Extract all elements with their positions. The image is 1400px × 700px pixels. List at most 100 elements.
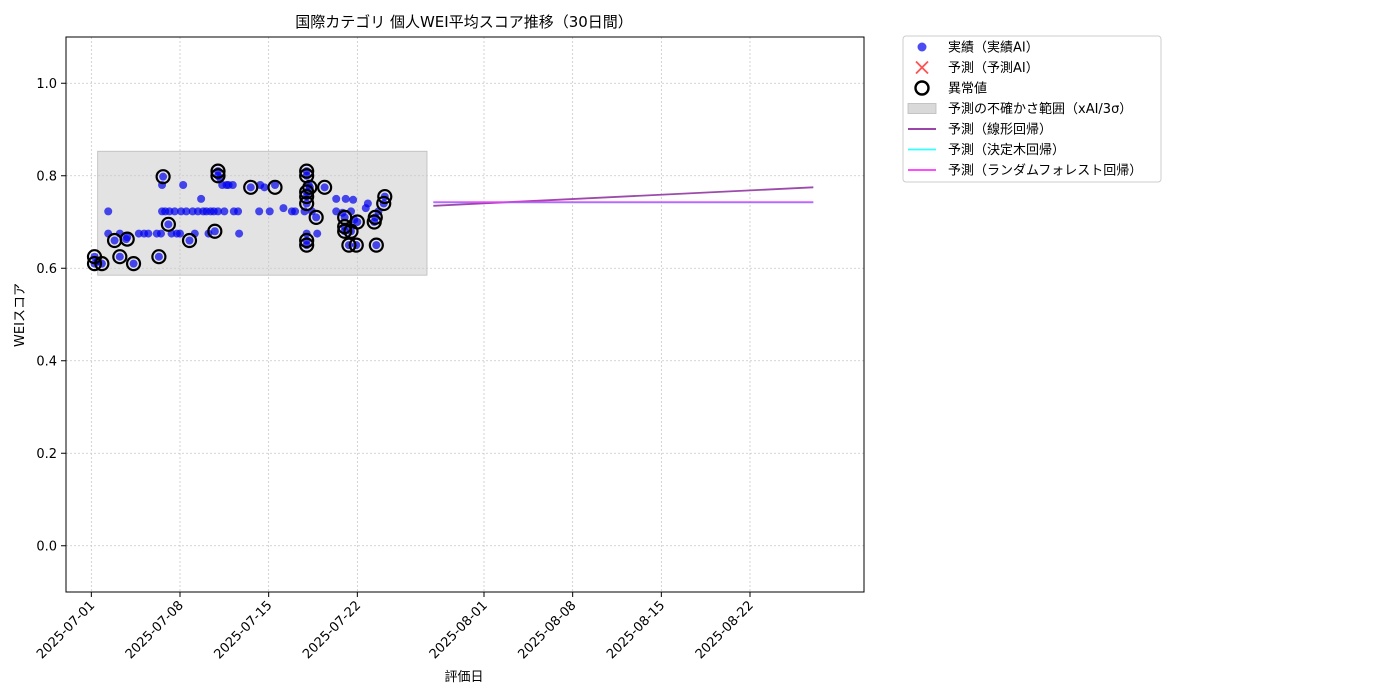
- actual-point: [271, 181, 279, 189]
- anomaly-marker: [210, 168, 226, 184]
- actual-point: [260, 183, 269, 192]
- actual-point: [255, 207, 264, 216]
- anomaly-marker: [207, 223, 223, 239]
- chart-title: 国際カテゴリ 個人WEI平均スコア推移（30日間）: [295, 13, 633, 31]
- legend-label-band: 予測の不確かさ範囲（xAI/3σ）: [948, 101, 1132, 117]
- anomaly-marker: [125, 256, 142, 272]
- actual-point: [197, 194, 206, 203]
- x-tick-label: 2025-07-15: [211, 598, 275, 662]
- actual-point: [228, 181, 237, 189]
- prediction-layer: [433, 186, 814, 207]
- actual-point: [332, 194, 341, 203]
- anomaly-marker: [376, 195, 392, 212]
- y-tick-label: 0.4: [36, 354, 57, 369]
- y-tick-label: 1.0: [36, 77, 57, 92]
- y-tick-label: 0.6: [36, 262, 57, 277]
- actual-point: [313, 229, 322, 238]
- anomaly-marker: [94, 256, 110, 272]
- anomaly-marker: [317, 179, 333, 195]
- actual-point: [234, 207, 243, 216]
- anomaly-marker: [367, 209, 383, 225]
- actual-point: [246, 183, 255, 192]
- x-axis-label: 評価日: [444, 670, 483, 685]
- actual-point: [129, 259, 138, 268]
- legend-frame: [902, 35, 1162, 183]
- legend-label-tree: 予測（決定木回帰）: [948, 142, 1065, 158]
- actual-point: [182, 207, 191, 216]
- y-tick-label: 0.0: [36, 539, 57, 554]
- actual-point: [159, 172, 168, 181]
- actual-point: [115, 252, 124, 261]
- actual-point: [279, 204, 288, 213]
- anomaly-marker: [299, 232, 315, 249]
- anomaly-marker: [112, 249, 128, 265]
- actual-point: [235, 229, 244, 238]
- grid-layer: [66, 37, 864, 592]
- anomaly-marker: [337, 223, 353, 239]
- legend-swatch-actual: [917, 42, 927, 52]
- actual-point: [265, 207, 274, 216]
- anomaly-marker: [368, 237, 384, 253]
- legend-swatch-anomaly: [914, 80, 930, 96]
- x-tick-label: 2025-08-08: [515, 598, 579, 662]
- x-tick-label: 2025-08-15: [604, 598, 668, 662]
- x-tick-label: 2025-08-22: [693, 598, 757, 662]
- y-tick-label: 0.2: [36, 447, 57, 462]
- anomaly-marker: [155, 169, 171, 185]
- plot-frame: [65, 36, 865, 593]
- anomaly-marker: [299, 163, 315, 179]
- x-axis: 2025-07-01 2025-07-08 2025-07-15 2025-07-22…: [34, 592, 757, 662]
- actual-point: [144, 229, 153, 238]
- actual-point: [220, 207, 229, 216]
- anomaly-marker: [349, 214, 365, 230]
- legend-swatch-band: [907, 103, 937, 114]
- anomaly-marker: [299, 188, 315, 205]
- y-axis: 0.0 0.2 0.4 0.6 0.8 1.0: [36, 77, 66, 554]
- actual-point: [214, 207, 222, 216]
- y-tick-label: 0.8: [36, 169, 57, 184]
- actual-point: [312, 213, 321, 222]
- x-tick-label: 2025-07-08: [123, 598, 187, 662]
- actual-point: [349, 195, 358, 204]
- anomaly-marker: [210, 163, 226, 179]
- x-tick-label: 2025-08-01: [427, 598, 491, 662]
- anomaly-marker: [302, 179, 318, 195]
- anomaly-marker: [86, 256, 103, 272]
- anomaly-marker: [299, 195, 315, 212]
- anomaly-marker: [119, 231, 135, 247]
- legend-label-forest: 予測（ランダムフォレスト回帰）: [948, 163, 1142, 179]
- legend-label-predicted: 予測（予測AI）: [948, 61, 1039, 76]
- anomaly-marker: [160, 216, 176, 232]
- x-tick-label: 2025-07-22: [300, 598, 364, 662]
- anomaly-marker: [377, 188, 393, 205]
- actual-point: [110, 236, 119, 245]
- actual-point: [291, 207, 300, 216]
- anomaly-marker: [181, 232, 198, 249]
- actual-point: [157, 229, 165, 238]
- actual-point: [353, 218, 362, 226]
- actual-point: [363, 199, 372, 208]
- actual-point: [164, 220, 173, 229]
- actual-point: [372, 241, 381, 250]
- actual-point: [154, 252, 163, 261]
- anomaly-marker: [348, 237, 364, 253]
- actual-point: [179, 181, 188, 189]
- actual-point: [210, 227, 219, 236]
- actual-point: [104, 207, 113, 216]
- legend-label-anomaly: 異常値: [948, 81, 987, 97]
- actual-point: [170, 207, 179, 216]
- legend-label-actual: 実績（実績AI）: [948, 40, 1039, 56]
- y-axis-label: WEIスコア: [13, 283, 28, 347]
- anomaly-layer: [86, 163, 393, 272]
- anomaly-marker: [299, 237, 315, 253]
- actual-point: [341, 194, 350, 203]
- actual-point: [320, 183, 329, 192]
- anomaly-marker: [267, 179, 283, 195]
- actual-point: [176, 229, 184, 238]
- anomaly-marker: [308, 209, 324, 225]
- legend-label-linear: 予測（線形回帰）: [948, 122, 1052, 138]
- anomaly-marker: [151, 249, 167, 265]
- legend-swatch-predicted: [915, 60, 929, 75]
